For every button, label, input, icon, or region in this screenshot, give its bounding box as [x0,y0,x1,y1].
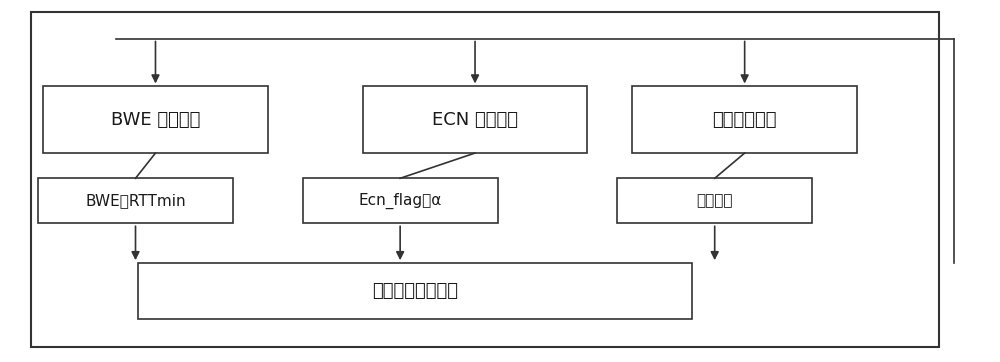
Bar [632,87,857,153]
Text: ECN 控制模块: ECN 控制模块 [432,111,518,129]
Bar [43,87,268,153]
Text: Ecn_flag、α: Ecn_flag、α [358,193,442,209]
Text: 发送速率控制模块: 发送速率控制模块 [372,282,458,300]
Text: 丢包控制模块: 丢包控制模块 [712,111,777,129]
Text: BWE 计算模块: BWE 计算模块 [111,111,200,129]
Bar [363,87,587,153]
Bar [303,178,498,223]
Bar [617,178,812,223]
Bar [38,178,233,223]
Text: 丢包原因: 丢包原因 [696,193,733,209]
Bar [138,263,692,319]
Text: BWE、RTTmin: BWE、RTTmin [85,193,186,209]
